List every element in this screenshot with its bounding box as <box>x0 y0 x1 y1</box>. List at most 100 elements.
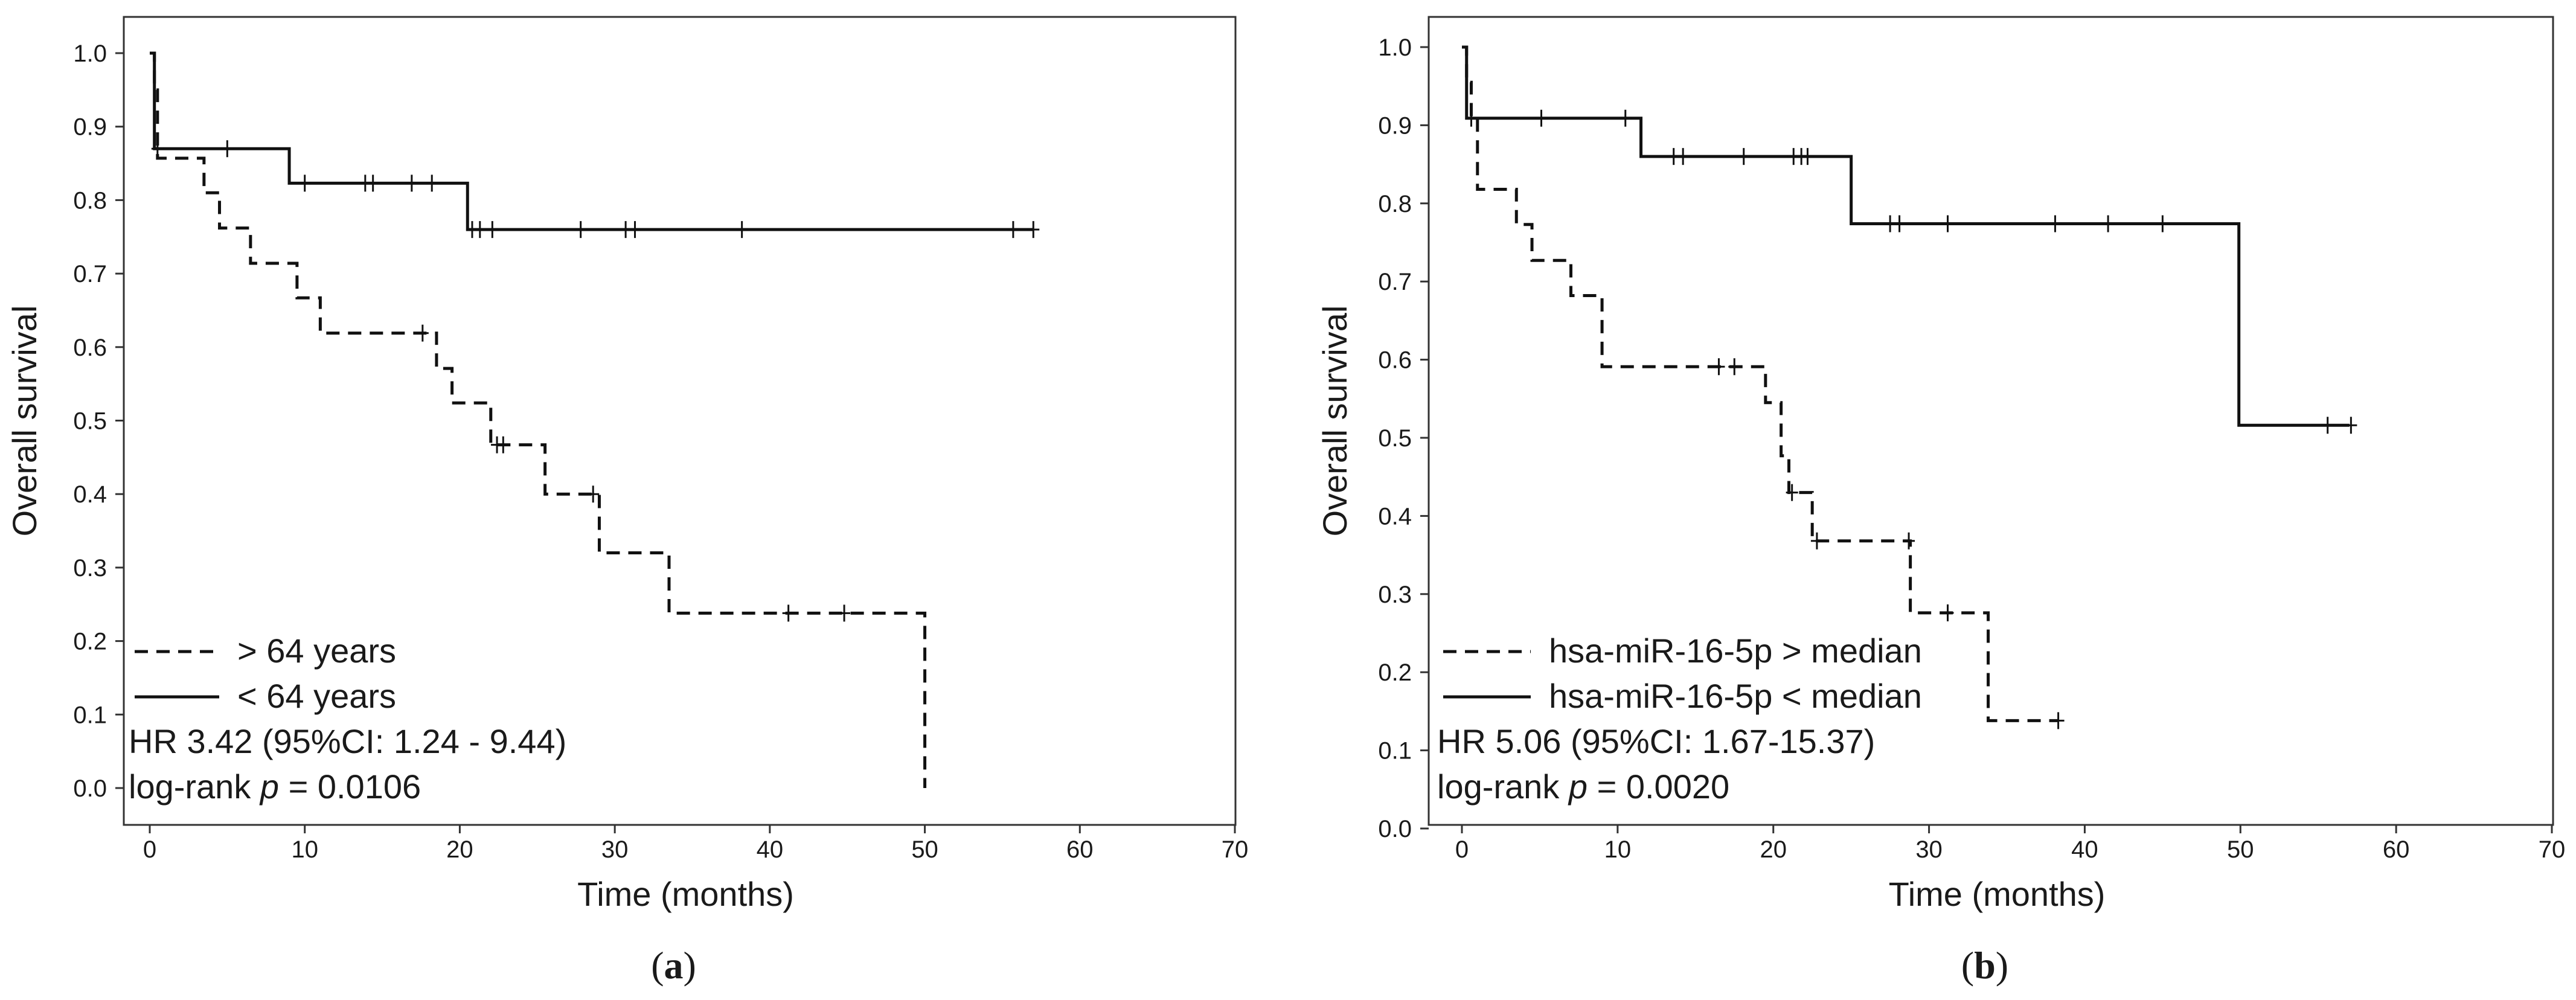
censor-mark <box>1713 358 1725 376</box>
panel-label-open: ( <box>1961 944 1974 987</box>
x-tick-label: 40 <box>757 836 784 863</box>
y-tick-label: 0.3 <box>73 555 107 582</box>
censor-mark <box>473 221 486 239</box>
censor-mark <box>416 324 429 342</box>
censor-mark <box>221 140 234 158</box>
y-axis-label: Overall survival <box>5 306 43 537</box>
log-rank-text: log-rank p = 0.0020 <box>1437 768 1729 806</box>
x-tick-label: 20 <box>1760 836 1787 863</box>
annotation-text: HR 3.42 (95%CI: 1.24 - 9.44) <box>129 722 566 760</box>
annotation-p-value: = 0.0106 <box>279 768 421 806</box>
x-axis-label: Time (months) <box>577 875 794 913</box>
panel-label-close: ) <box>684 944 696 987</box>
censor-mark <box>426 175 438 192</box>
y-tick-label: 0.0 <box>73 775 107 802</box>
censor-mark <box>367 175 379 192</box>
censor-mark <box>405 175 418 192</box>
censor-mark <box>1535 109 1548 127</box>
x-tick-label: 60 <box>2383 836 2410 863</box>
annotation-text: log-rank <box>1437 768 1569 806</box>
panel-label-letter: a <box>664 944 684 987</box>
censor-mark <box>2052 712 2065 729</box>
censor-mark <box>629 221 641 239</box>
plot-frame <box>1427 16 2554 826</box>
censor-mark <box>1737 148 1750 165</box>
y-tick-label: 0.2 <box>73 629 107 655</box>
annotation-text: HR 5.06 (95%CI: 1.67-15.37) <box>1437 722 1875 760</box>
y-tick-label: 0.4 <box>73 481 107 508</box>
censor-mark <box>1903 532 1915 550</box>
y-tick-label: 1.0 <box>1378 34 1412 61</box>
censor-mark <box>838 604 851 622</box>
censor-mark <box>1027 221 1040 239</box>
legend-label: hsa-miR-16-5p < median <box>1549 677 1922 715</box>
x-tick-label: 30 <box>601 836 629 863</box>
y-tick-label: 0.5 <box>73 408 107 435</box>
y-tick-label: 0.9 <box>73 114 107 141</box>
y-tick-label: 0.9 <box>1378 112 1412 139</box>
x-tick-label: 70 <box>1222 836 1249 863</box>
censor-mark <box>2102 215 2115 232</box>
legend-label: > 64 years <box>237 632 396 670</box>
survival-curve-solid <box>150 51 1034 231</box>
annotation-p-value: = 0.0020 <box>1588 768 1729 806</box>
censor-mark <box>2156 215 2169 232</box>
survival-curve-solid <box>1462 45 2350 427</box>
panel-label: (b) <box>1961 944 2008 987</box>
y-tick-label: 0.5 <box>1378 425 1412 452</box>
y-axis-label: Overall survival <box>1316 306 1354 537</box>
censor-mark <box>1810 532 1823 550</box>
censor-mark <box>587 486 600 503</box>
annotation-text: log-rank <box>129 768 260 806</box>
censor-mark <box>1619 109 1632 127</box>
censor-mark <box>2321 417 2334 434</box>
y-tick-label: 0.3 <box>1378 582 1412 608</box>
y-tick-label: 0.7 <box>1378 269 1412 295</box>
legend-label: < 64 years <box>237 677 396 715</box>
censor-mark <box>1007 221 1019 239</box>
panel-label: (a) <box>651 944 696 987</box>
x-tick-label: 10 <box>1604 836 1632 863</box>
y-tick-label: 0.6 <box>73 335 107 361</box>
x-tick-label: 30 <box>1915 836 1943 863</box>
censor-mark <box>497 436 510 454</box>
censor-mark <box>1941 215 1954 232</box>
x-tick-label: 0 <box>1455 836 1469 863</box>
censor-mark <box>1801 148 1814 165</box>
censor-mark <box>1786 484 1798 501</box>
x-tick-label: 70 <box>2539 836 2566 863</box>
y-tick-label: 0.6 <box>1378 347 1412 374</box>
legend-label: hsa-miR-16-5p > median <box>1549 632 1922 670</box>
log-rank-text: log-rank p = 0.0106 <box>129 768 421 806</box>
censor-mark <box>1677 148 1690 165</box>
censor-mark <box>1465 109 1478 127</box>
panel-label-letter: b <box>1974 944 1996 987</box>
y-tick-label: 0.8 <box>73 187 107 214</box>
x-tick-label: 20 <box>446 836 473 863</box>
annotation-p-symbol: p <box>1568 768 1588 806</box>
y-tick-label: 0.1 <box>73 702 107 728</box>
censor-mark <box>782 604 795 622</box>
x-tick-label: 40 <box>2071 836 2098 863</box>
censor-mark <box>298 175 311 192</box>
censor-mark <box>735 221 748 239</box>
panel-b-chart: 0 10 20 30 40 50 60 70 0.0 0.1 0.2 0.3 0.4 0.5 0.6 0.7 0… <box>1316 16 2566 987</box>
x-tick-label: 10 <box>291 836 318 863</box>
censor-mark <box>1893 215 1906 232</box>
censor-mark <box>486 221 499 239</box>
y-tick-label: 1.0 <box>73 40 107 67</box>
censor-mark <box>2049 215 2062 232</box>
censor-mark <box>574 221 587 239</box>
x-tick-label: 50 <box>2227 836 2254 863</box>
y-tick-label: 0.4 <box>1378 503 1412 530</box>
x-tick-label: 0 <box>143 836 156 863</box>
x-tick-label: 50 <box>911 836 938 863</box>
censor-mark <box>1941 604 1954 621</box>
panel-label-close: ) <box>1996 944 2008 987</box>
hazard-ratio-text: HR 5.06 (95%CI: 1.67-15.37) <box>1437 722 1875 760</box>
censor-mark <box>151 140 164 158</box>
x-tick-label: 60 <box>1066 836 1094 863</box>
censor-mark <box>1728 358 1741 376</box>
hazard-ratio-text: HR 3.42 (95%CI: 1.24 - 9.44) <box>129 722 566 760</box>
